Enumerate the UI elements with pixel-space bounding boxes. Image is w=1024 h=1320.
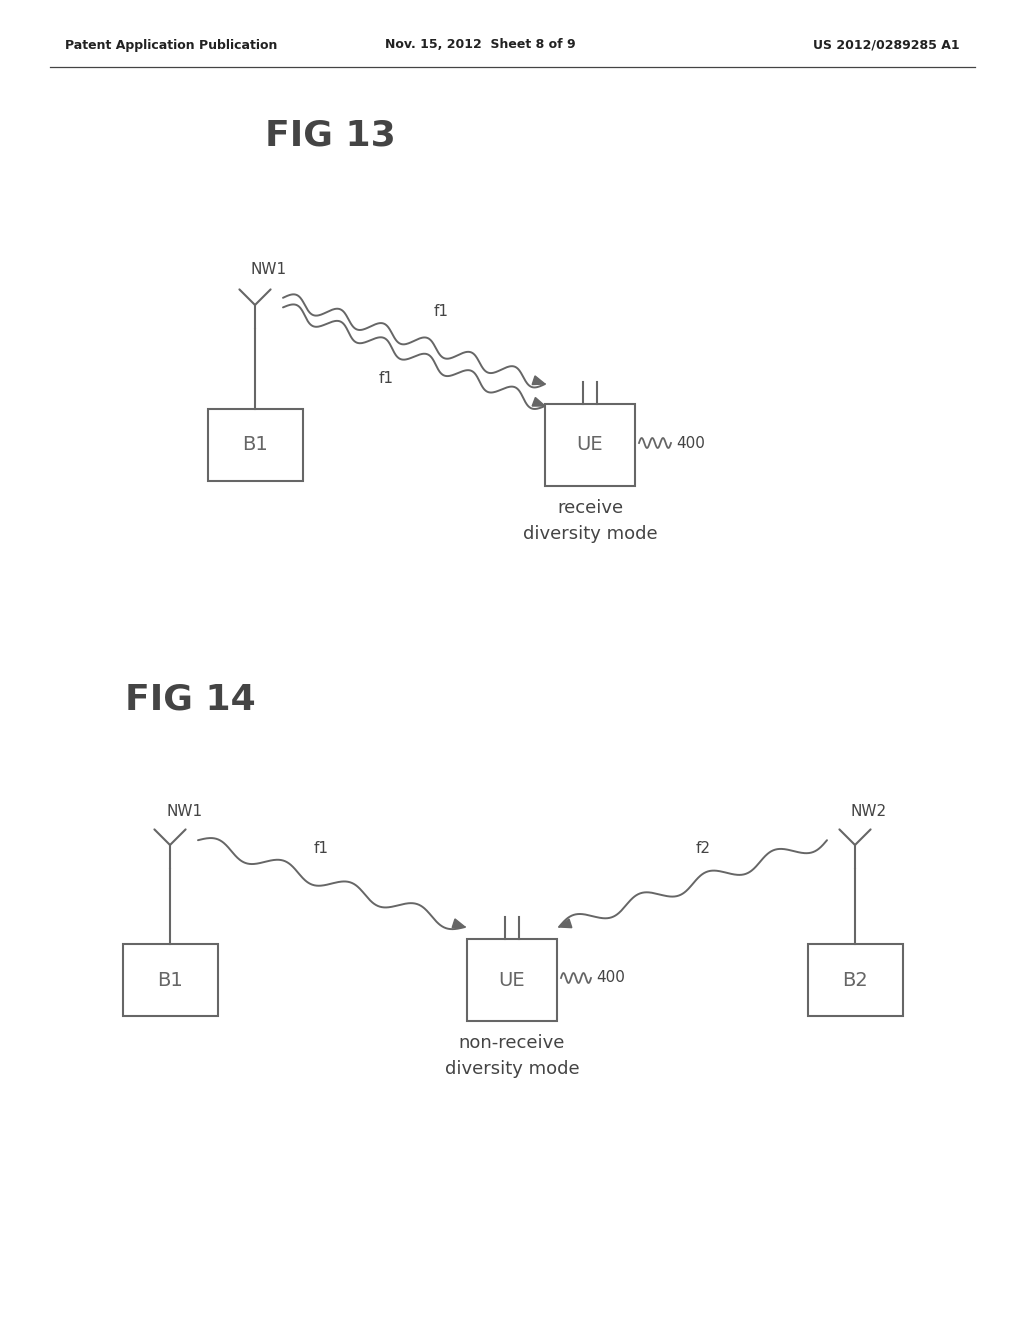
Text: f1: f1 [314, 841, 329, 855]
Text: B1: B1 [242, 436, 268, 454]
Text: 400: 400 [596, 970, 625, 986]
Text: f2: f2 [695, 841, 711, 855]
Bar [467, 939, 557, 1020]
Polygon shape [559, 919, 571, 928]
Bar [808, 944, 902, 1016]
Text: US 2012/0289285 A1: US 2012/0289285 A1 [813, 38, 961, 51]
Text: receive
diversity mode: receive diversity mode [522, 499, 657, 544]
Text: f1: f1 [434, 304, 449, 319]
Bar [545, 404, 635, 486]
Text: B1: B1 [157, 970, 183, 990]
Text: B2: B2 [842, 970, 868, 990]
Text: NW1: NW1 [166, 804, 202, 820]
Text: Patent Application Publication: Patent Application Publication [65, 38, 278, 51]
Text: NW2: NW2 [851, 804, 887, 820]
Text: f1: f1 [379, 371, 394, 385]
Text: FIG 13: FIG 13 [265, 117, 395, 152]
Bar [208, 409, 302, 480]
Polygon shape [532, 376, 545, 384]
Text: UE: UE [577, 436, 603, 454]
Text: FIG 14: FIG 14 [125, 682, 256, 717]
Polygon shape [532, 397, 545, 407]
Text: UE: UE [499, 970, 525, 990]
Text: NW1: NW1 [251, 263, 287, 277]
Polygon shape [453, 919, 465, 928]
Bar [123, 944, 217, 1016]
Text: Nov. 15, 2012  Sheet 8 of 9: Nov. 15, 2012 Sheet 8 of 9 [385, 38, 575, 51]
Text: non-receive
diversity mode: non-receive diversity mode [444, 1034, 580, 1078]
Text: 400: 400 [676, 436, 705, 450]
